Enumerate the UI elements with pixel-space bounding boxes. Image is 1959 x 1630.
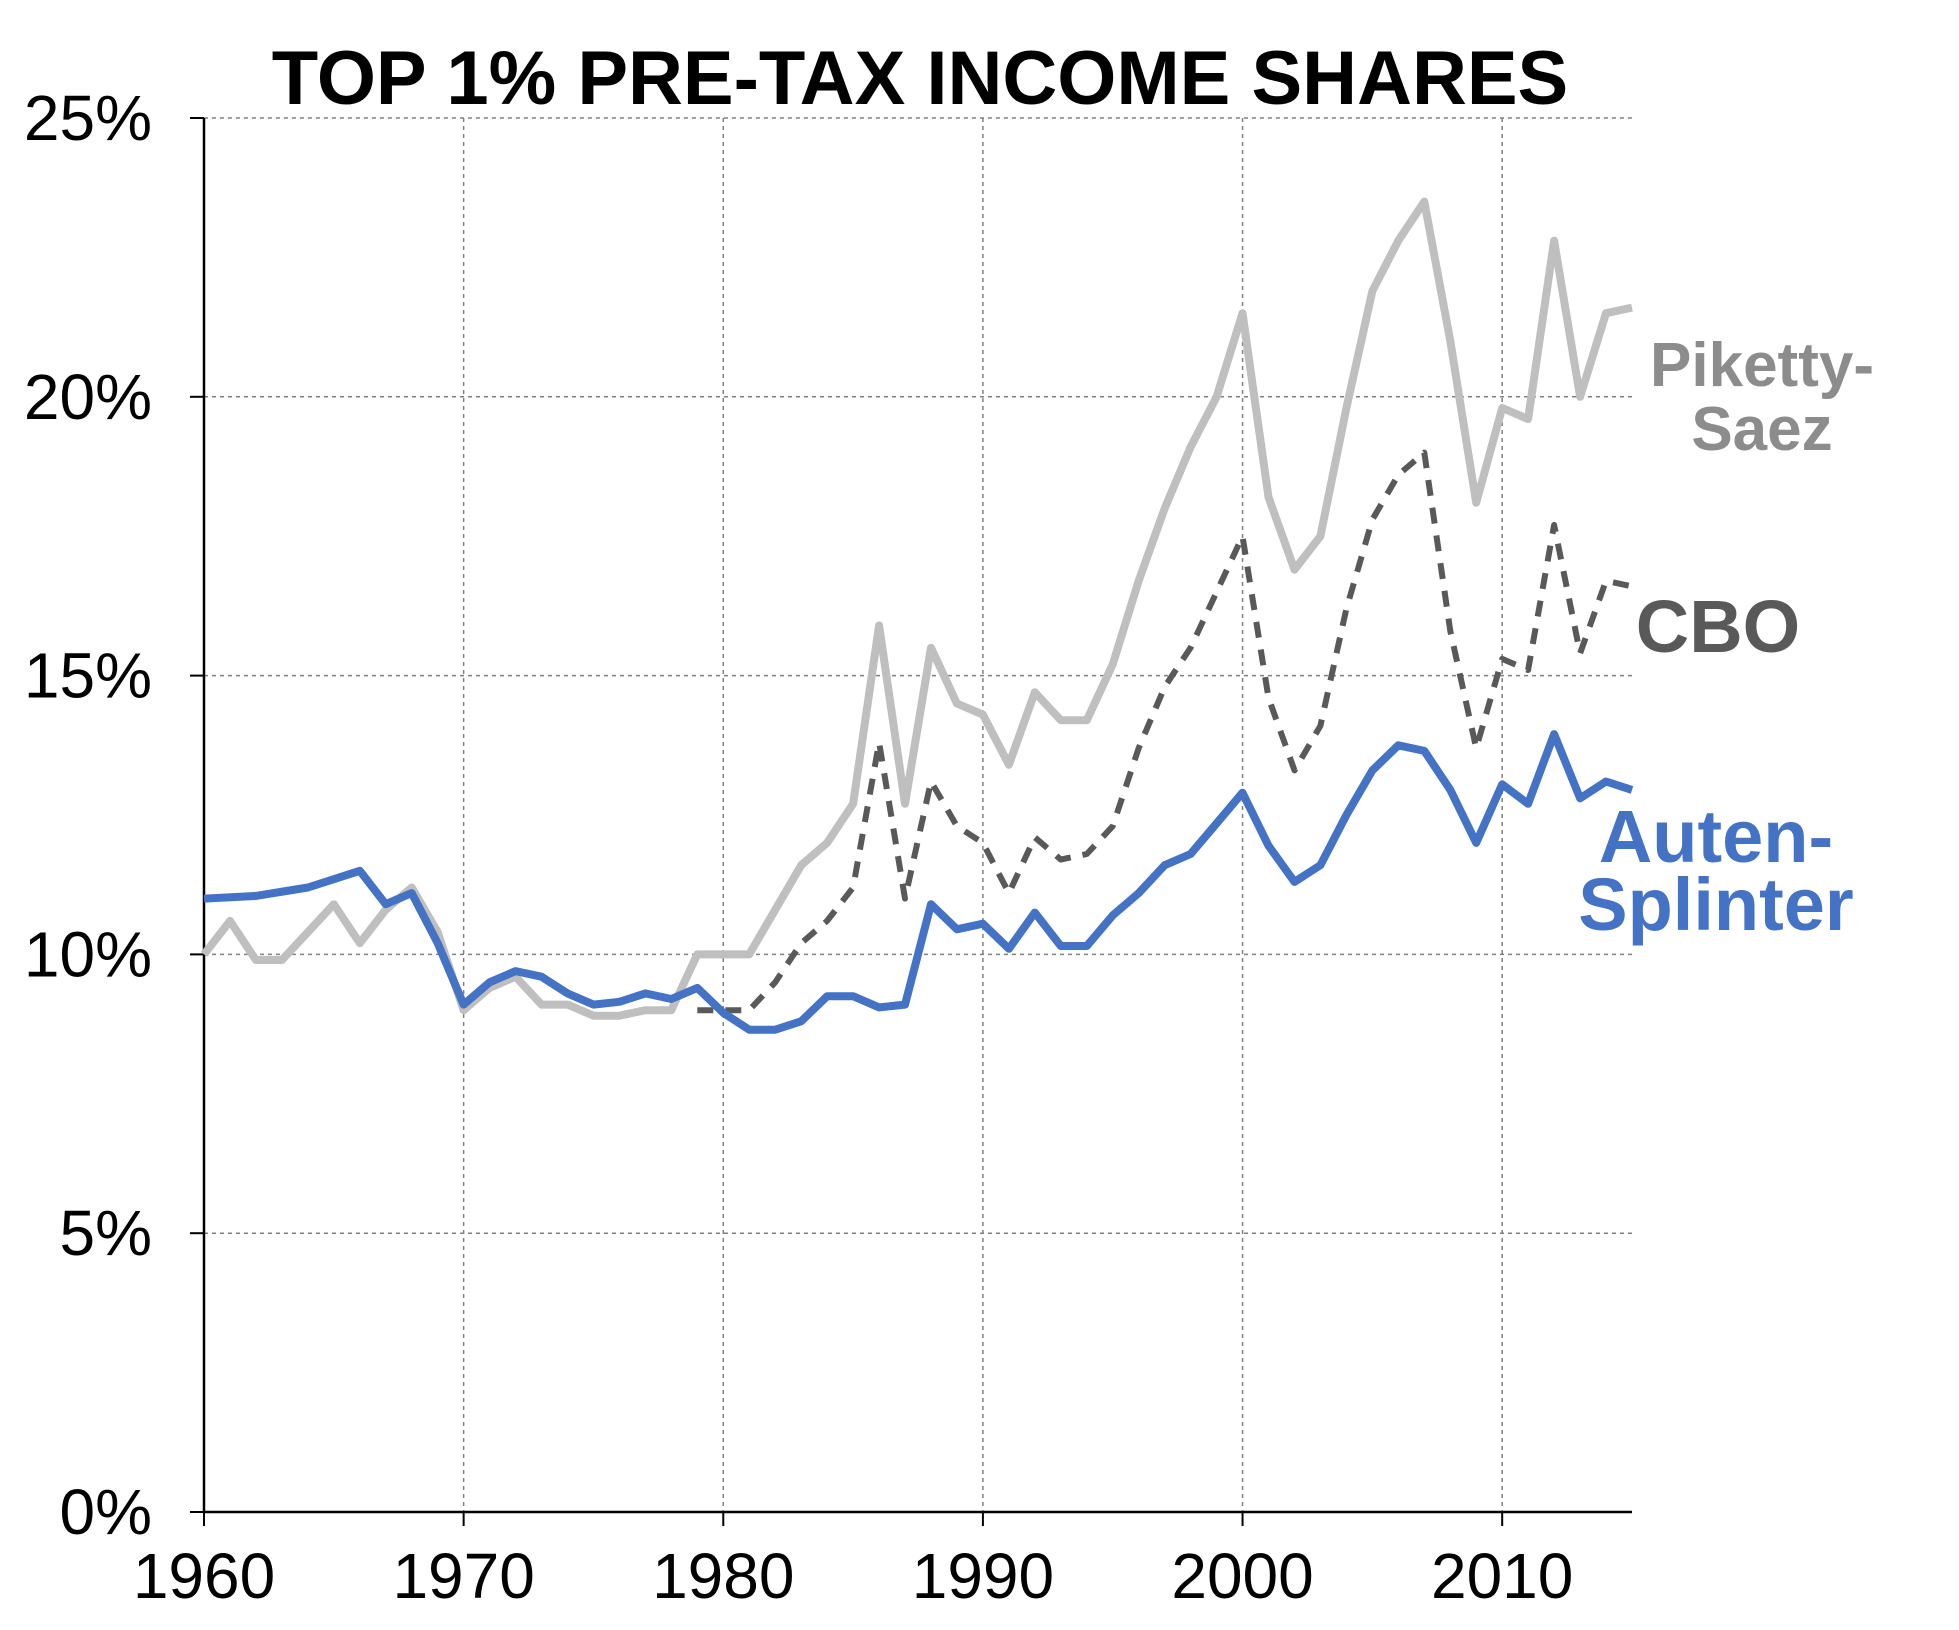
x-tick-label: 1960 — [133, 1540, 275, 1612]
x-tick-label: 1970 — [392, 1540, 534, 1612]
y-tick-label: 15% — [24, 640, 152, 712]
x-tick-label: 1990 — [912, 1540, 1054, 1612]
series-label-line: Splinter — [1578, 863, 1853, 946]
series-label-auten-splinter: Auten-Splinter — [1578, 795, 1853, 946]
x-tick-label: 1980 — [652, 1540, 794, 1612]
series-label-line: Piketty- — [1650, 331, 1874, 400]
x-tick-label: 2000 — [1171, 1540, 1313, 1612]
y-tick-label: 10% — [24, 918, 152, 990]
series-label-line: CBO — [1636, 585, 1800, 668]
gridlines — [204, 117, 1632, 1512]
series-label-piketty-saez: Piketty-Saez — [1650, 331, 1874, 464]
y-tick-label: 5% — [60, 1197, 153, 1269]
series-lines — [200, 197, 1634, 1034]
series-line-piketty-saez — [200, 197, 1633, 1020]
y-tick-label: 0% — [60, 1476, 153, 1548]
axes: 0% 5% 10% 15% 20% 25% 1960 1970 1980 1990 2000 2010 — [24, 82, 1632, 1612]
series-label-line: Saez — [1691, 395, 1832, 464]
y-tick-label: 25% — [24, 82, 152, 154]
series-line-cbo — [697, 449, 1633, 1014]
chart-title: TOP 1% PRE-TAX INCOME SHARES — [272, 36, 1568, 121]
x-tick-label: 2010 — [1431, 1540, 1573, 1612]
series-label-cbo: CBO — [1636, 585, 1800, 668]
y-tick-label: 20% — [24, 361, 152, 433]
series-label-line: Auten- — [1599, 795, 1833, 878]
series-line-auten-splinter — [203, 730, 1634, 1034]
series-labels: Piketty-Saez CBO Auten-Splinter — [1578, 331, 1874, 946]
